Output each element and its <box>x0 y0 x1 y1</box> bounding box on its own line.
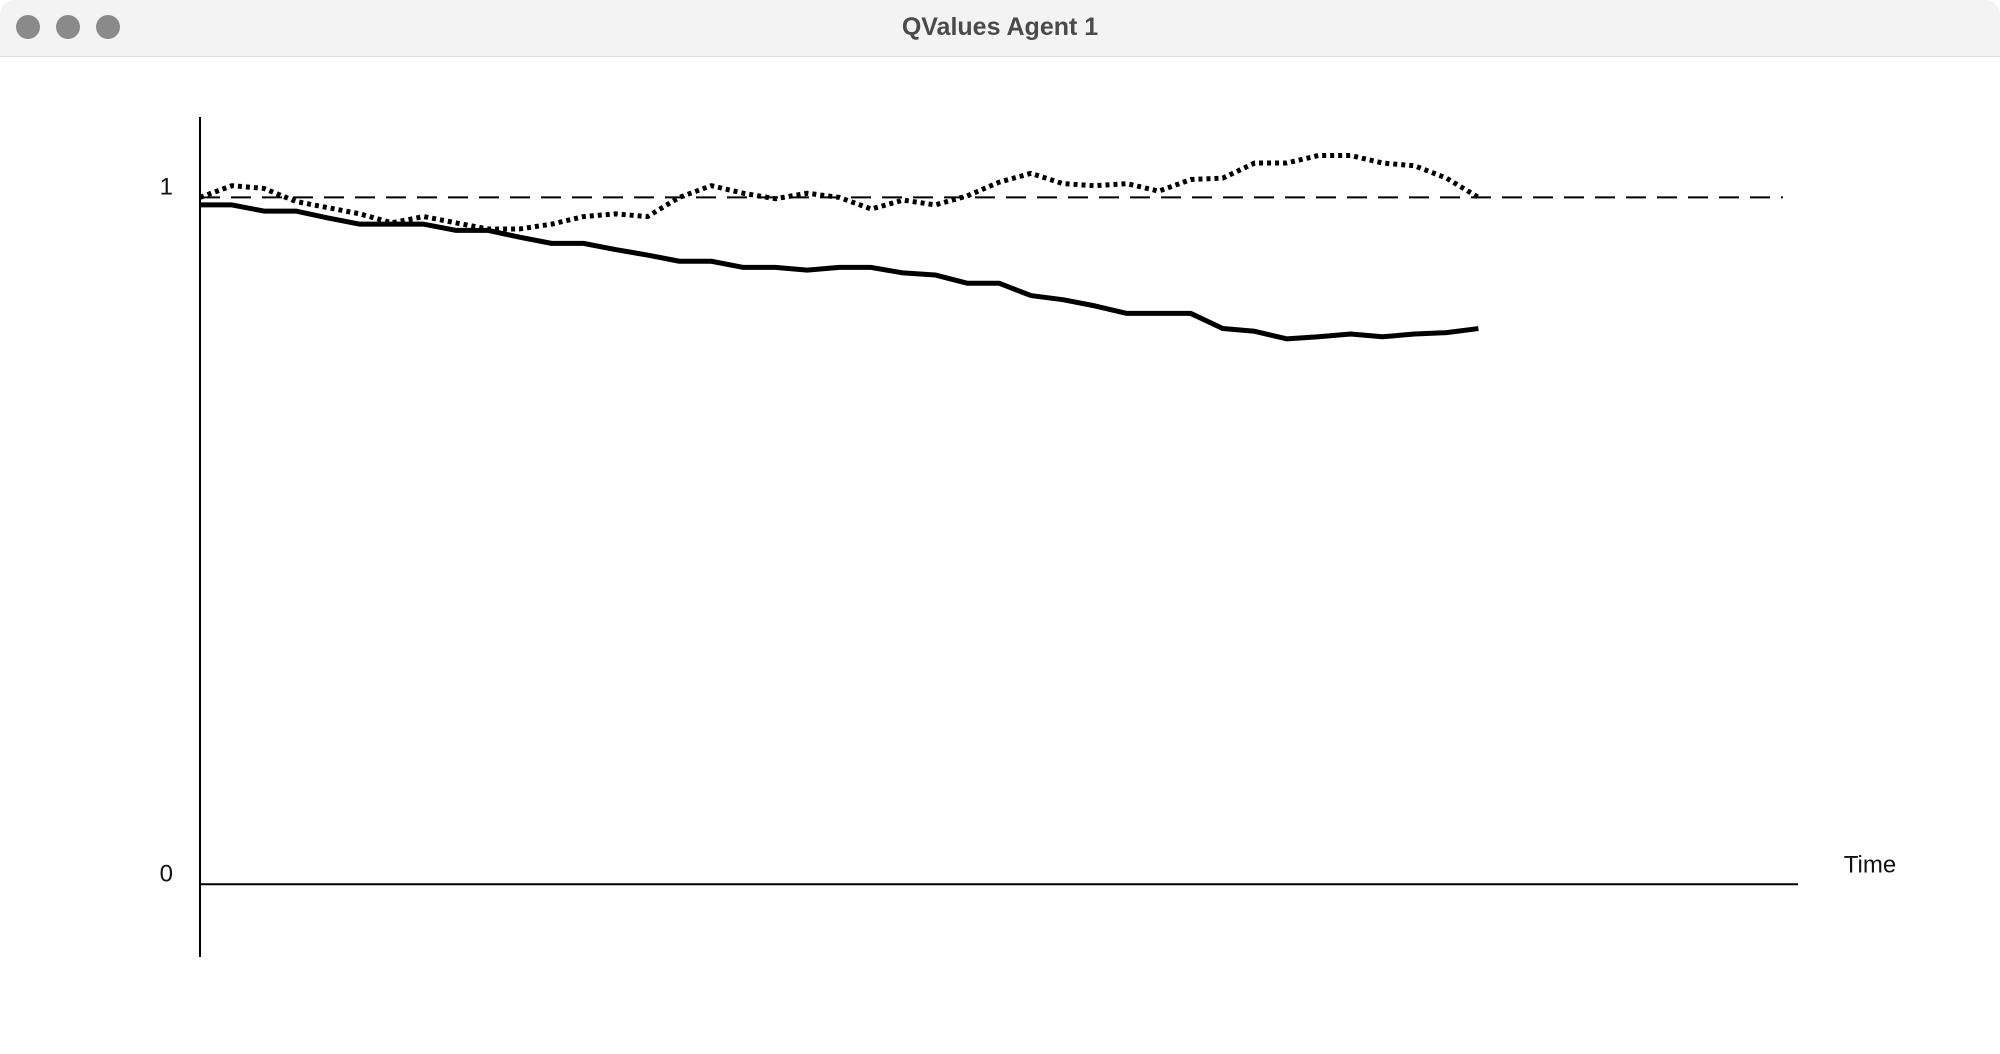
close-button[interactable] <box>16 15 40 39</box>
minimize-button[interactable] <box>56 15 80 39</box>
zoom-button[interactable] <box>96 15 120 39</box>
window-title: QValues Agent 1 <box>901 13 1099 41</box>
y-tick-label: 0 <box>160 861 173 888</box>
series-line <box>199 152 1480 232</box>
x-axis-label: Time <box>1844 851 1896 878</box>
series-line <box>200 202 1479 342</box>
title-bar: QValues Agent 1 <box>0 0 2000 57</box>
y-tick-label: 1 <box>160 174 173 201</box>
